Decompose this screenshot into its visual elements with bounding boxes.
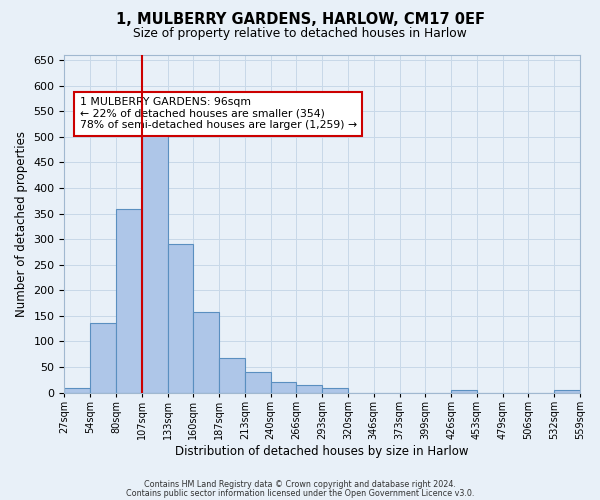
Text: 1, MULBERRY GARDENS, HARLOW, CM17 0EF: 1, MULBERRY GARDENS, HARLOW, CM17 0EF [115,12,485,28]
Bar [193,312,219,392]
Bar [451,390,477,392]
Text: 1 MULBERRY GARDENS: 96sqm
← 22% of detached houses are smaller (354)
78% of semi: 1 MULBERRY GARDENS: 96sqm ← 22% of detac… [80,97,357,130]
Bar [142,119,167,392]
X-axis label: Distribution of detached houses by size in Harlow: Distribution of detached houses by size … [175,444,469,458]
Bar [271,382,296,392]
Bar [296,385,322,392]
Bar [554,390,580,392]
Text: Contains public sector information licensed under the Open Government Licence v3: Contains public sector information licen… [126,488,474,498]
Bar [245,372,271,392]
Y-axis label: Number of detached properties: Number of detached properties [15,131,28,317]
Text: Contains HM Land Registry data © Crown copyright and database right 2024.: Contains HM Land Registry data © Crown c… [144,480,456,489]
Bar [90,322,116,392]
Bar [116,210,142,392]
Text: Size of property relative to detached houses in Harlow: Size of property relative to detached ho… [133,28,467,40]
Bar [167,244,193,392]
Bar [64,388,90,392]
Bar [322,388,348,392]
Bar [219,358,245,392]
